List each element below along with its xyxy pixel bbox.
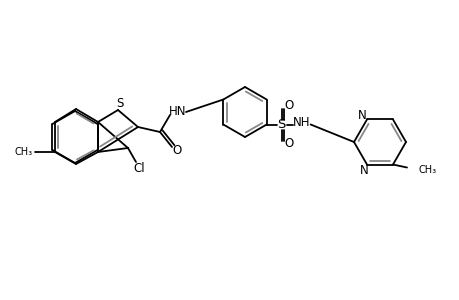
Text: CH₃: CH₃ xyxy=(15,147,33,157)
Text: O: O xyxy=(283,99,293,112)
Text: O: O xyxy=(283,137,293,150)
Text: CH₃: CH₃ xyxy=(418,164,436,175)
Text: N: N xyxy=(359,164,368,177)
Text: N: N xyxy=(357,109,365,122)
Text: NH: NH xyxy=(292,116,310,129)
Text: Cl: Cl xyxy=(133,161,145,175)
Text: S: S xyxy=(116,97,123,110)
Text: O: O xyxy=(172,143,181,157)
Text: S: S xyxy=(277,118,285,131)
Text: HN: HN xyxy=(169,104,186,118)
